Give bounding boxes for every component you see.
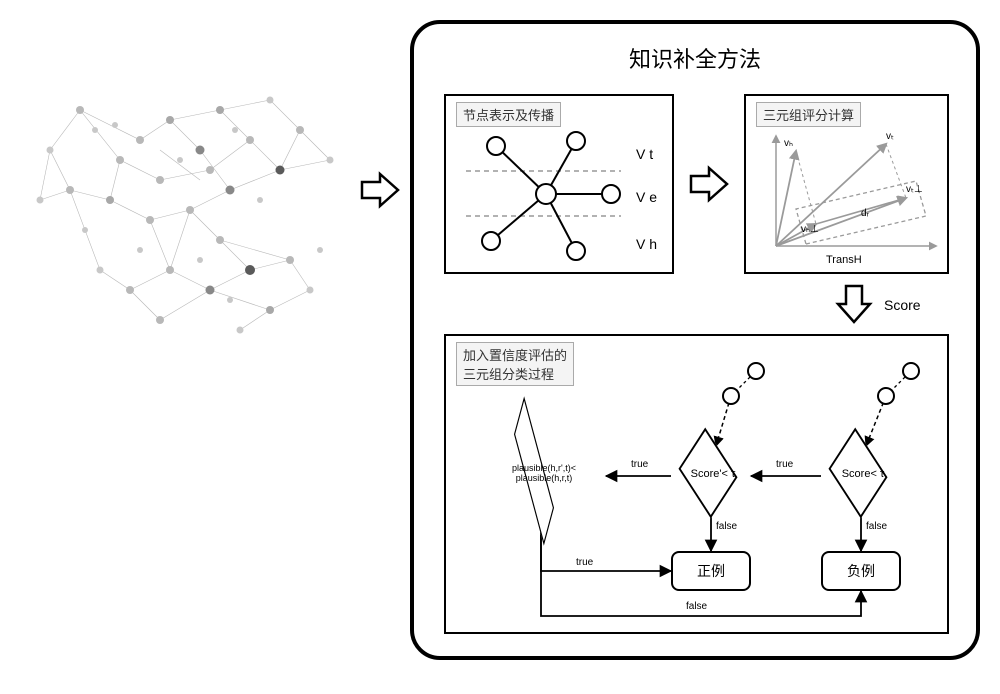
edge-false-3: false bbox=[686, 601, 707, 612]
box1-label: 节点表示及传播 bbox=[456, 102, 561, 127]
vtperp-vec: vₜ⊥ bbox=[906, 184, 923, 195]
edge-true-1: true bbox=[776, 459, 793, 470]
arrow-down-icon bbox=[834, 284, 874, 324]
vhperp-vec: vₕ⊥ bbox=[801, 224, 819, 235]
dr-vec: dᵣ bbox=[861, 208, 869, 219]
vt-vec: vₜ bbox=[886, 131, 894, 142]
positive-example: 正例 bbox=[671, 551, 751, 591]
edge-true-3: true bbox=[576, 557, 593, 568]
box2-label: 三元组评分计算 bbox=[756, 102, 861, 127]
score-label: Score bbox=[884, 297, 921, 313]
diamond-score-prime-label: Score'< τ bbox=[668, 468, 758, 480]
ve-label: V e bbox=[636, 189, 657, 205]
vh-label: V h bbox=[636, 236, 657, 252]
box-classification-flowchart: 加入置信度评估的 三元组分类过程 bbox=[444, 334, 949, 634]
arrow-right-icon bbox=[360, 170, 400, 210]
edge-true-2: true bbox=[631, 459, 648, 470]
diamond-plausible-label: plausible(h,r',t)<plausible(h,r,t) bbox=[494, 464, 594, 484]
vt-label: V t bbox=[636, 146, 653, 162]
edge-false-2: false bbox=[716, 521, 737, 532]
vh-vec: vₕ bbox=[784, 138, 793, 149]
arrow-right-icon bbox=[689, 164, 729, 204]
box-node-representation: 节点表示及传播 V t V e V h bbox=[444, 94, 674, 274]
edge-false-1: false bbox=[866, 521, 887, 532]
transh-label: TransH bbox=[826, 254, 862, 266]
diamond-score-label: Score< τ bbox=[818, 468, 908, 480]
diagram-canvas: 知识补全方法 节点表示及传播 V t bbox=[20, 20, 980, 674]
main-title: 知识补全方法 bbox=[629, 42, 761, 74]
main-method-box: 知识补全方法 节点表示及传播 V t bbox=[410, 20, 980, 660]
network-graph bbox=[20, 70, 350, 350]
negative-example: 负例 bbox=[821, 551, 901, 591]
box-triple-scoring: 三元组评分计算 bbox=[744, 94, 949, 274]
